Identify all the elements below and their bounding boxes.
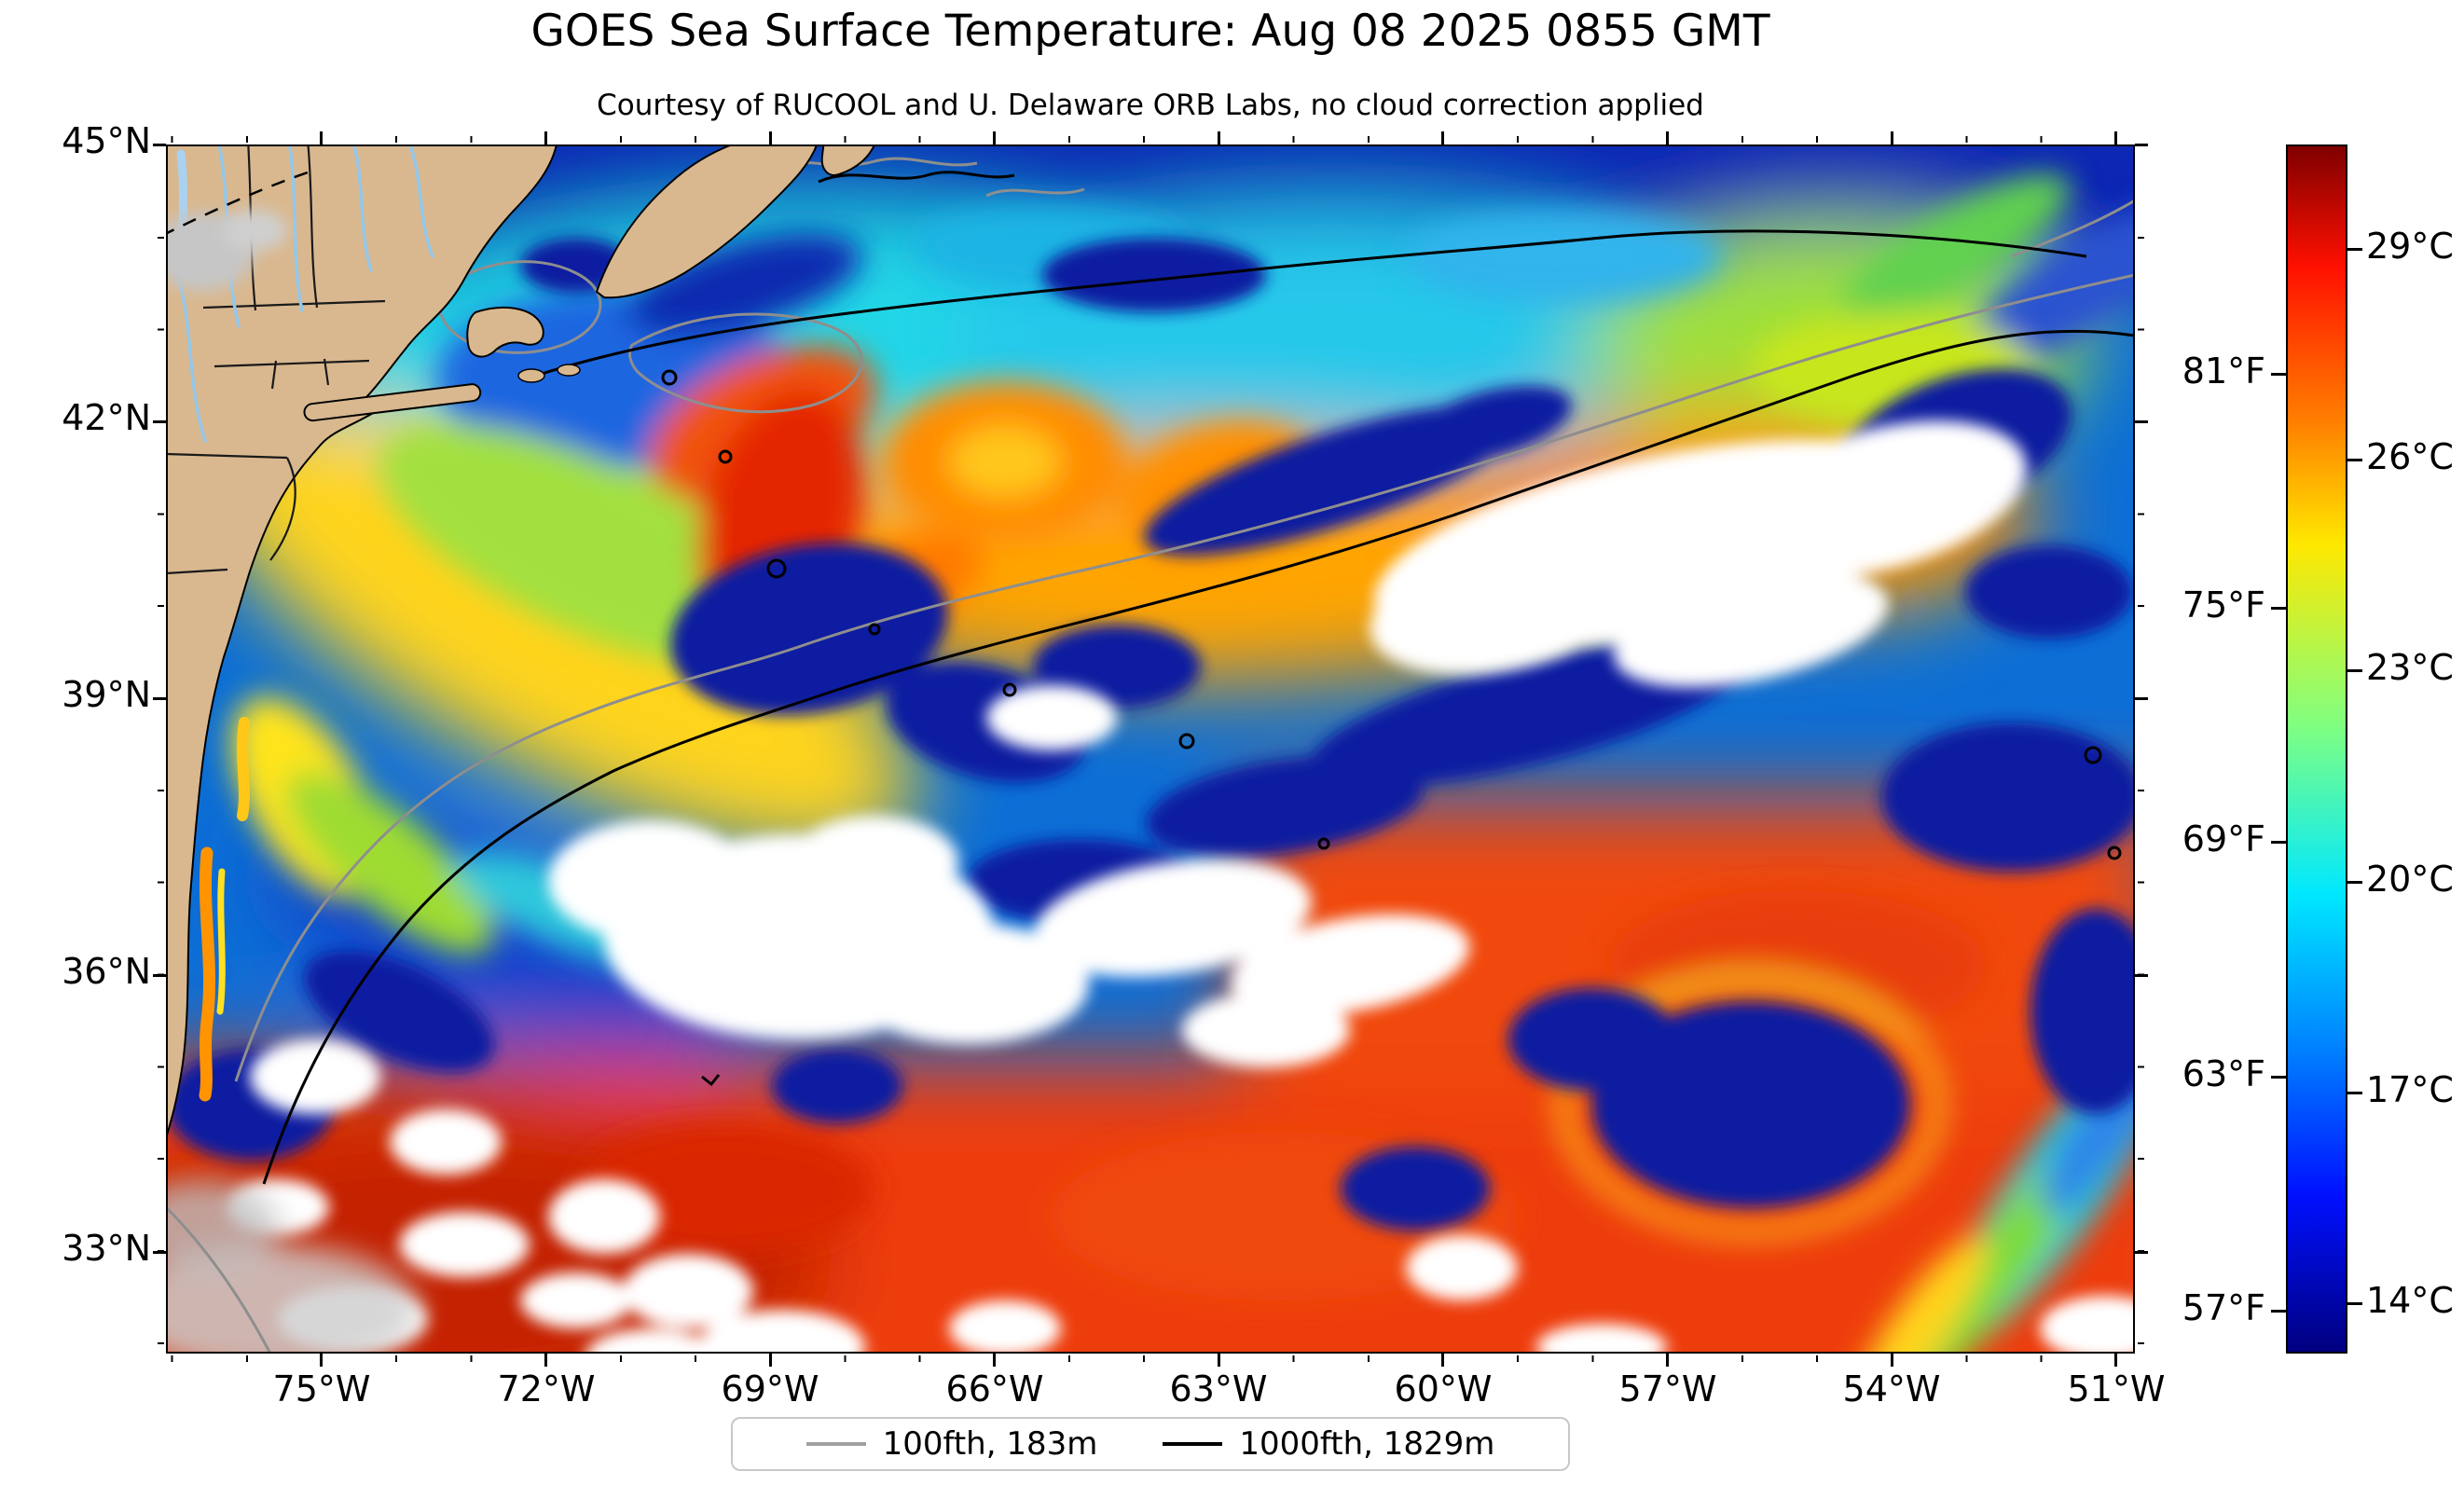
colorbar-label-20c: 20°C (2366, 859, 2454, 900)
colorbar-tick-f (2271, 373, 2286, 376)
x-tick-label-60w: 60°W (1394, 1368, 1493, 1409)
colorbar-tick-f (2271, 607, 2286, 610)
x-tick-label-75w: 75°W (272, 1368, 371, 1409)
x-tick-label-51w: 51°W (2067, 1368, 2166, 1409)
legend-line-100fth (805, 1442, 866, 1446)
x-tick-label-72w: 72°W (497, 1368, 596, 1409)
y-major-tick-right (2135, 144, 2148, 146)
isobath-1000fth-contours (262, 171, 2135, 1185)
cape-cod (466, 306, 544, 358)
x-major-tick-top (1666, 131, 1669, 144)
y-major-tick (153, 420, 166, 423)
cape-breton (820, 144, 876, 176)
x-tick-label-54w: 54°W (1842, 1368, 1941, 1409)
x-major-tick-top (1891, 131, 1893, 144)
x-axis-minor-ticks-bottom (166, 1355, 2135, 1362)
colorbar (2286, 144, 2347, 1354)
cloud-over-land (222, 210, 287, 251)
x-major-tick (2114, 1354, 2117, 1367)
x-tick-label-66w: 66°W (945, 1368, 1044, 1409)
y-major-tick-right (2135, 420, 2148, 423)
x-tick-label-57w: 57°W (1618, 1368, 1717, 1409)
x-major-tick (769, 1354, 772, 1367)
x-major-tick-top (1441, 131, 1444, 144)
y-major-tick-right (2135, 697, 2148, 700)
colorbar-label-23c: 23°C (2366, 647, 2454, 688)
x-major-tick-top (1218, 131, 1220, 144)
x-major-tick (1218, 1354, 1220, 1367)
figure-subtitle: Courtesy of RUCOOL and U. Delaware ORB L… (597, 89, 1704, 122)
y-major-tick (153, 974, 166, 977)
colorbar-tick-c (2347, 1092, 2362, 1094)
x-major-tick (993, 1354, 996, 1367)
x-major-tick-top (2114, 131, 2117, 144)
x-major-tick (320, 1354, 323, 1367)
legend-line-1000fth (1163, 1442, 1223, 1446)
colorbar-label-14c: 14°C (2366, 1280, 2454, 1321)
island (517, 368, 545, 383)
x-major-tick-top (544, 131, 547, 144)
colorbar-label-57f: 57°F (2182, 1287, 2265, 1328)
colorbar-label-75f: 75°F (2182, 584, 2265, 626)
colorbar-tick-c (2347, 669, 2362, 672)
estuary-warm-water (199, 717, 250, 1102)
y-major-tick (153, 697, 166, 700)
long-island (303, 383, 482, 422)
colorbar-label-17c: 17°C (2366, 1069, 2454, 1110)
y-major-tick-right (2135, 1251, 2148, 1254)
x-major-tick-top (993, 131, 996, 144)
isobath-legend: 100fth, 183m 1000fth, 1829m (731, 1417, 1570, 1471)
y-tick-label-45n: 45°N (62, 120, 151, 161)
y-axis-minor-ticks-right (2137, 144, 2144, 1354)
y-major-tick (153, 1251, 166, 1254)
colorbar-label-81f: 81°F (2182, 351, 2265, 392)
x-axis-minor-ticks-top (166, 136, 2135, 143)
x-tick-label-63w: 63°W (1169, 1368, 1268, 1409)
x-major-tick (1891, 1354, 1893, 1367)
colorbar-tick-f (2271, 1076, 2286, 1079)
legend-label-1000fth: 1000fth, 1829m (1239, 1425, 1495, 1463)
colorbar-label-63f: 63°F (2182, 1053, 2265, 1094)
y-tick-label-33n: 33°N (62, 1228, 151, 1269)
x-major-tick (544, 1354, 547, 1367)
y-tick-label-39n: 39°N (62, 674, 151, 715)
y-major-tick (153, 144, 166, 146)
legend-label-100fth: 100fth, 183m (882, 1425, 1098, 1463)
colorbar-tick-c (2347, 881, 2362, 884)
colorbar-tick-f (2271, 1310, 2286, 1313)
colorbar-tick-f (2271, 841, 2286, 844)
legend-item-100fth: 100fth, 183m (805, 1425, 1098, 1463)
nova-scotia (595, 144, 819, 299)
x-major-tick-top (320, 131, 323, 144)
y-axis-minor-ticks-left (158, 144, 164, 1354)
colorbar-tick-c (2347, 248, 2362, 251)
colorbar-label-29c: 29°C (2366, 226, 2454, 267)
x-major-tick (1441, 1354, 1444, 1367)
x-major-tick (1666, 1354, 1669, 1367)
gray-haze (166, 1179, 418, 1354)
map-frame (166, 144, 2135, 1354)
legend-item-1000fth: 1000fth, 1829m (1163, 1425, 1494, 1463)
y-tick-label-36n: 36°N (62, 951, 151, 992)
colorbar-label-26c: 26°C (2366, 436, 2454, 477)
island (557, 364, 581, 377)
x-major-tick-top (769, 131, 772, 144)
figure-title: GOES Sea Surface Temperature: Aug 08 202… (530, 6, 1770, 57)
x-tick-label-69w: 69°W (721, 1368, 819, 1409)
mainland-coastline (166, 144, 557, 1139)
y-tick-label-42n: 42°N (62, 397, 151, 438)
colorbar-tick-c (2347, 1302, 2362, 1305)
colorbar-label-69f: 69°F (2182, 818, 2265, 859)
land-mass (166, 144, 876, 1139)
international-border-dashed (166, 171, 309, 235)
map-canvas (166, 144, 2135, 1354)
colorbar-tick-c (2347, 459, 2362, 461)
y-major-tick-right (2135, 974, 2148, 977)
